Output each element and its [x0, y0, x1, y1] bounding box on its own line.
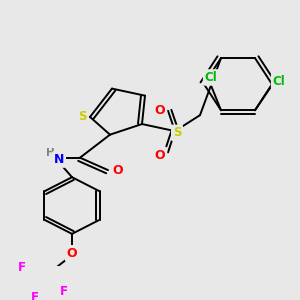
Text: O: O	[113, 164, 123, 177]
Text: Cl: Cl	[205, 71, 218, 84]
Text: F: F	[18, 261, 26, 274]
Text: N: N	[54, 153, 64, 166]
Text: Cl: Cl	[273, 74, 285, 88]
Text: F: F	[31, 291, 39, 300]
Text: O: O	[155, 148, 165, 161]
Text: F: F	[60, 285, 68, 298]
Text: S: S	[78, 110, 86, 123]
Text: O: O	[67, 247, 77, 260]
Text: S: S	[173, 126, 181, 140]
Text: O: O	[155, 104, 165, 117]
Text: H: H	[46, 148, 54, 158]
